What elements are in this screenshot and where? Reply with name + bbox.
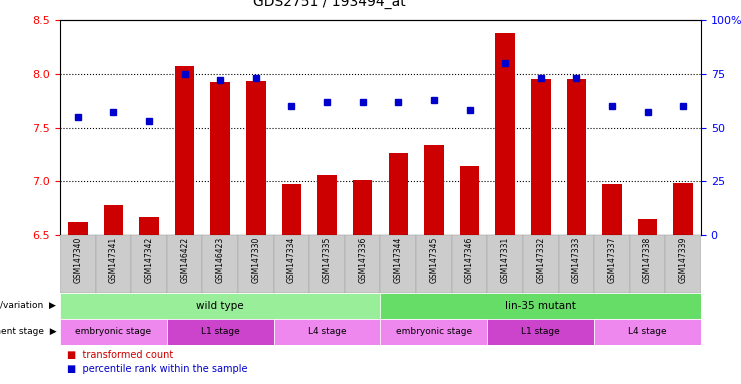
Bar — [282, 184, 302, 235]
Bar — [131, 235, 167, 293]
Bar — [167, 319, 273, 345]
Bar — [488, 235, 523, 293]
Bar — [273, 235, 309, 293]
Text: GSM147330: GSM147330 — [251, 237, 260, 283]
Bar — [388, 153, 408, 235]
Text: GSM147336: GSM147336 — [358, 237, 368, 283]
Text: embryonic stage: embryonic stage — [396, 328, 472, 336]
Bar — [96, 235, 131, 293]
Text: development stage  ▶: development stage ▶ — [0, 328, 56, 336]
Text: GSM147332: GSM147332 — [536, 237, 545, 283]
Bar — [60, 319, 167, 345]
Bar — [202, 235, 238, 293]
Text: GSM146422: GSM146422 — [180, 237, 189, 283]
Bar — [567, 79, 586, 235]
Text: GSM147341: GSM147341 — [109, 237, 118, 283]
Text: GSM147339: GSM147339 — [679, 237, 688, 283]
Text: genotype/variation  ▶: genotype/variation ▶ — [0, 301, 56, 311]
Text: lin-35 mutant: lin-35 mutant — [505, 301, 576, 311]
Bar — [380, 319, 488, 345]
Bar — [60, 293, 380, 319]
Bar — [380, 235, 416, 293]
Bar — [139, 217, 159, 235]
Text: GSM147345: GSM147345 — [430, 237, 439, 283]
Bar — [630, 235, 665, 293]
Bar — [452, 235, 488, 293]
Text: GSM147340: GSM147340 — [73, 237, 82, 283]
Text: GSM146423: GSM146423 — [216, 237, 225, 283]
Bar — [60, 235, 96, 293]
Bar — [167, 235, 202, 293]
Bar — [674, 184, 693, 235]
Bar — [665, 235, 701, 293]
Text: GSM147333: GSM147333 — [572, 237, 581, 283]
Text: GSM147342: GSM147342 — [144, 237, 153, 283]
Text: GSM147344: GSM147344 — [393, 237, 403, 283]
Bar — [594, 319, 701, 345]
Bar — [459, 166, 479, 235]
Text: embryonic stage: embryonic stage — [76, 328, 151, 336]
Bar — [495, 33, 515, 235]
Bar — [602, 184, 622, 235]
Text: GSM147334: GSM147334 — [287, 237, 296, 283]
Bar — [246, 81, 266, 235]
Text: GSM147338: GSM147338 — [643, 237, 652, 283]
Text: GSM147337: GSM147337 — [608, 237, 617, 283]
Bar — [68, 222, 87, 235]
Bar — [424, 145, 444, 235]
Text: L1 stage: L1 stage — [201, 328, 239, 336]
Text: ■  percentile rank within the sample: ■ percentile rank within the sample — [67, 364, 248, 374]
Bar — [559, 235, 594, 293]
Text: wild type: wild type — [196, 301, 244, 311]
Text: ■  transformed count: ■ transformed count — [67, 349, 173, 359]
Text: GDS2751 / 193494_at: GDS2751 / 193494_at — [253, 0, 405, 9]
Bar — [238, 235, 273, 293]
Bar — [309, 235, 345, 293]
Text: GSM147335: GSM147335 — [322, 237, 331, 283]
Bar — [353, 180, 373, 235]
Bar — [416, 235, 452, 293]
Bar — [380, 293, 701, 319]
Text: GSM147331: GSM147331 — [501, 237, 510, 283]
Bar — [273, 319, 380, 345]
Text: L1 stage: L1 stage — [522, 328, 560, 336]
Bar — [594, 235, 630, 293]
Text: L4 stage: L4 stage — [308, 328, 346, 336]
Bar — [210, 82, 230, 235]
Bar — [175, 66, 194, 235]
Bar — [104, 205, 123, 235]
Bar — [317, 175, 337, 235]
Bar — [345, 235, 380, 293]
Bar — [638, 219, 657, 235]
Text: GSM147346: GSM147346 — [465, 237, 474, 283]
Text: L4 stage: L4 stage — [628, 328, 667, 336]
Bar — [488, 319, 594, 345]
Bar — [523, 235, 559, 293]
Bar — [531, 79, 551, 235]
